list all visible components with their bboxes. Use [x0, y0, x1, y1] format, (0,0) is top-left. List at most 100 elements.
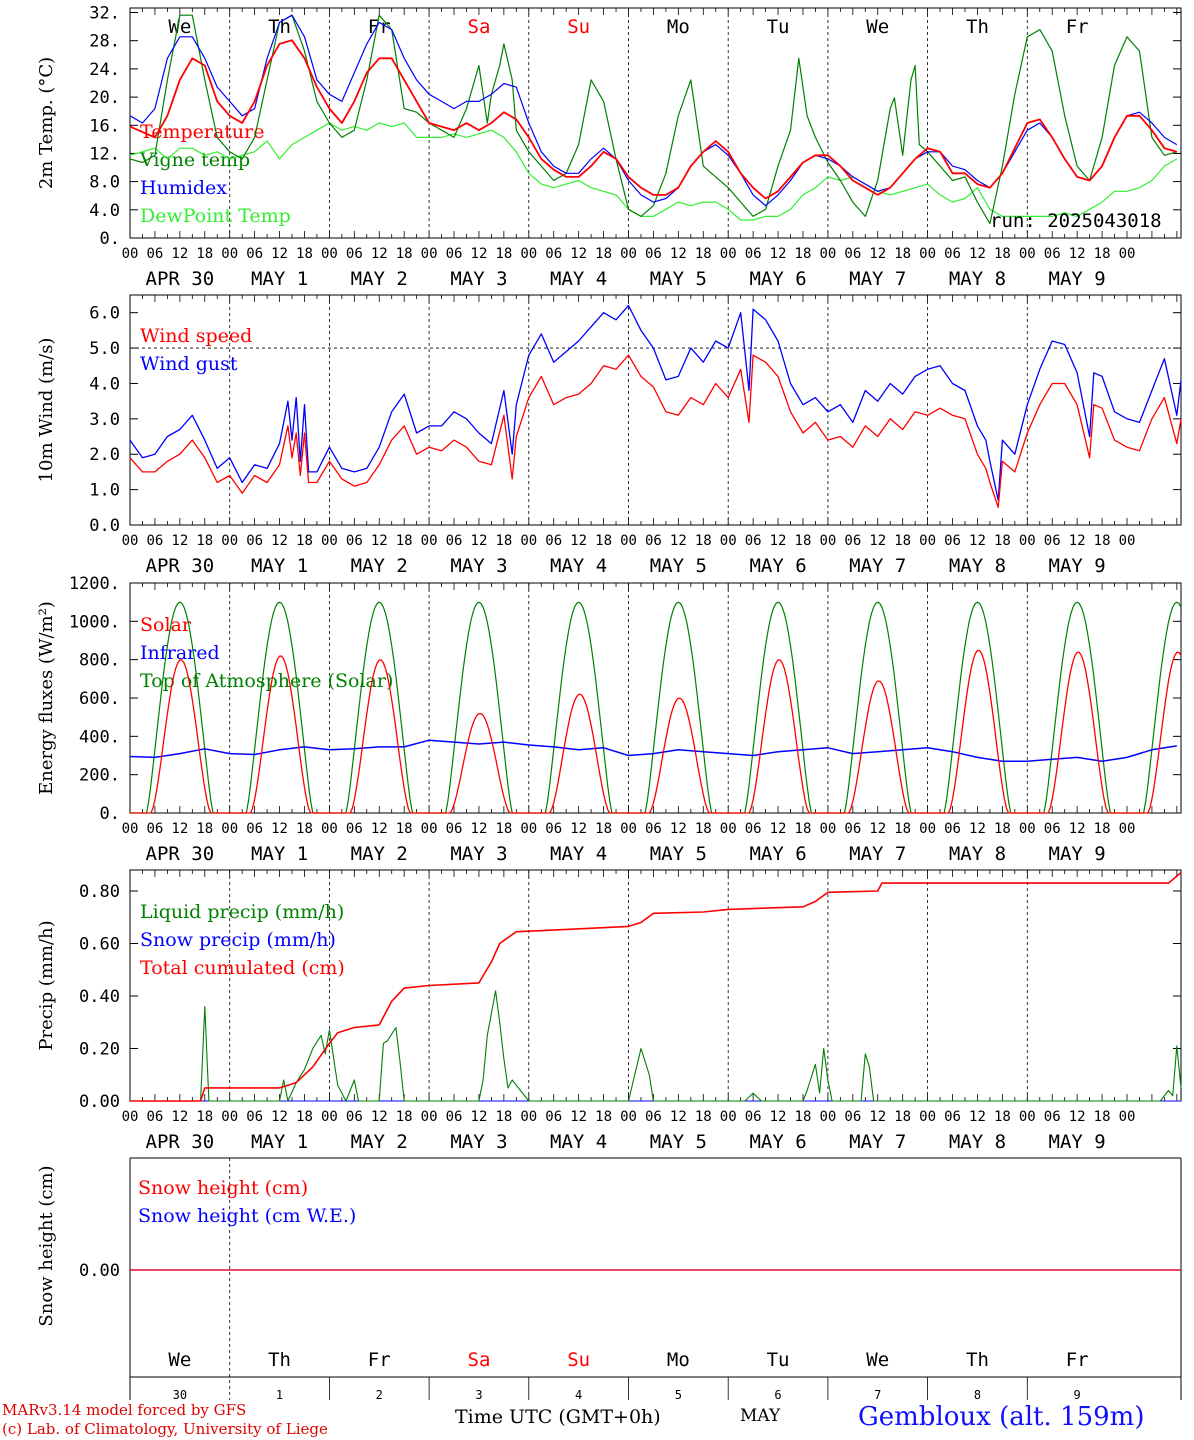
x-hour-label: 00: [321, 821, 338, 837]
weekday-label: Fr: [1066, 1349, 1089, 1371]
date-label: MAY 8: [949, 555, 1006, 577]
x-hour-label: 06: [146, 246, 163, 262]
x-hour-label: 18: [595, 821, 612, 837]
x-hour-label: 00: [221, 246, 238, 262]
y-axis-label: Energy fluxes (W/m²): [36, 601, 57, 795]
x-hour-label: 06: [844, 533, 861, 549]
x-hour-label: 18: [695, 821, 712, 837]
x-hour-label: 12: [171, 246, 188, 262]
date-label: MAY 8: [949, 268, 1006, 290]
day-number-label: 1: [276, 1388, 283, 1402]
date-label: APR 30: [146, 843, 215, 865]
x-hour-label: 00: [520, 1109, 537, 1125]
date-label: MAY 5: [650, 268, 707, 290]
x-hour-label: 06: [844, 821, 861, 837]
x-hour-label: 12: [471, 821, 488, 837]
x-hour-label: 06: [944, 246, 961, 262]
y-tick-label: 0.40: [79, 987, 120, 1007]
panel-5: 0.00 Snow height (cm) Snow height (cm) Snow…: [36, 1157, 1182, 1402]
day-number-label: 30: [173, 1388, 187, 1402]
x-hour-label: 00: [919, 1109, 936, 1125]
series-temperature: [129, 39, 1178, 200]
date-label: MAY 4: [550, 1131, 607, 1153]
day-number-label: 5: [675, 1388, 682, 1402]
x-hour-label: 06: [446, 821, 463, 837]
x-hour-label: 00: [919, 533, 936, 549]
x-hour-label: 00: [1119, 533, 1136, 549]
x-hour-label: 18: [595, 533, 612, 549]
weekday-label: Su: [567, 1349, 590, 1371]
y-tick-label: 24.: [89, 60, 120, 80]
x-hour-label: 06: [246, 1109, 263, 1125]
x-hour-label: 00: [321, 1109, 338, 1125]
panel-4: 0.00 0.20 0.40 0.60 0.80 Precip (mm/h) 00 06 12 1…: [36, 869, 1182, 1153]
x-hour-label: 00: [421, 1109, 438, 1125]
y-tick-label: 0.: [100, 804, 120, 824]
x-hour-label: 12: [271, 1109, 288, 1125]
y-tick-label: 4.0: [89, 201, 120, 221]
x-hour-label: 06: [944, 821, 961, 837]
legend-humidex: Humidex: [140, 177, 227, 199]
x-hour-label: 12: [869, 533, 886, 549]
legend-snow-height-cm: Snow height (cm): [138, 1177, 308, 1199]
series-solar: [130, 649, 1182, 814]
date-label: MAY 3: [450, 843, 507, 865]
x-hour-label: 12: [670, 246, 687, 262]
legend-infrared: Infrared: [140, 642, 220, 664]
x-hour-label: 06: [1044, 246, 1061, 262]
y-tick-label: 32.: [89, 4, 120, 24]
y-tick-label: 0.: [100, 229, 120, 249]
x-hour-label: 06: [844, 246, 861, 262]
x-hour-label: 12: [371, 533, 388, 549]
x-hour-label: 18: [795, 246, 812, 262]
y-tick-label: 5.0: [89, 339, 120, 359]
x-hour-label: 00: [122, 533, 139, 549]
x-hour-label: 18: [196, 533, 213, 549]
x-hour-label: 06: [146, 821, 163, 837]
y-tick-label: 0.00: [79, 1261, 120, 1281]
day-number-label: 7: [874, 1388, 881, 1402]
x-hour-label: 00: [620, 821, 637, 837]
x-hour-label: 00: [221, 821, 238, 837]
x-hour-label: 12: [670, 821, 687, 837]
x-hour-label: 00: [221, 1109, 238, 1125]
x-hour-label: 06: [1044, 533, 1061, 549]
x-hour-label: 06: [1044, 821, 1061, 837]
x-hour-label: 06: [545, 533, 562, 549]
x-hour-label: 18: [1094, 821, 1111, 837]
y-axis-label: 10m Wind (m/s): [36, 338, 57, 483]
y-tick-label: 0.80: [79, 882, 120, 902]
x-hour-label: 12: [171, 533, 188, 549]
x-hour-label: 18: [495, 246, 512, 262]
legend-solar: Solar: [140, 614, 192, 636]
x-hour-label: 12: [271, 533, 288, 549]
x-hour-label: 18: [396, 821, 413, 837]
x-hour-label: 06: [446, 533, 463, 549]
x-hour-label: 18: [894, 821, 911, 837]
x-hour-label: 00: [321, 533, 338, 549]
y-tick-label: 4.0: [89, 374, 120, 394]
x-hour-label: 18: [894, 1109, 911, 1125]
panel-1: 0. 4.0 8.0 12. 16. 20. 24. 28. 32. 2m Temp. (°C) 0…: [36, 4, 1182, 290]
x-hour-label: 06: [1044, 1109, 1061, 1125]
x-hour-label: 12: [770, 246, 787, 262]
x-hour-label: 00: [1019, 1109, 1036, 1125]
weekday-label: Mo: [667, 16, 690, 38]
x-hour-label: 06: [346, 533, 363, 549]
y-axis-label: 2m Temp. (°C): [36, 57, 57, 189]
legend-snow-height-cm-w-e: Snow height (cm W.E.): [138, 1205, 356, 1227]
x-hour-label: 06: [944, 533, 961, 549]
x-hour-label: 12: [969, 246, 986, 262]
x-hour-label: 18: [994, 1109, 1011, 1125]
y-axis-label: Precip (mm/h): [36, 920, 57, 1050]
date-label: MAY 5: [650, 843, 707, 865]
day-number-label: 3: [475, 1388, 482, 1402]
x-hour-label: 00: [720, 533, 737, 549]
y-tick-label: 1000.: [69, 612, 120, 632]
x-hour-label: 00: [1019, 246, 1036, 262]
weekday-label: We: [168, 16, 191, 38]
x-hour-label: 00: [620, 1109, 637, 1125]
x-hour-label: 00: [720, 1109, 737, 1125]
x-hour-label: 06: [246, 533, 263, 549]
x-hour-label: 00: [919, 821, 936, 837]
